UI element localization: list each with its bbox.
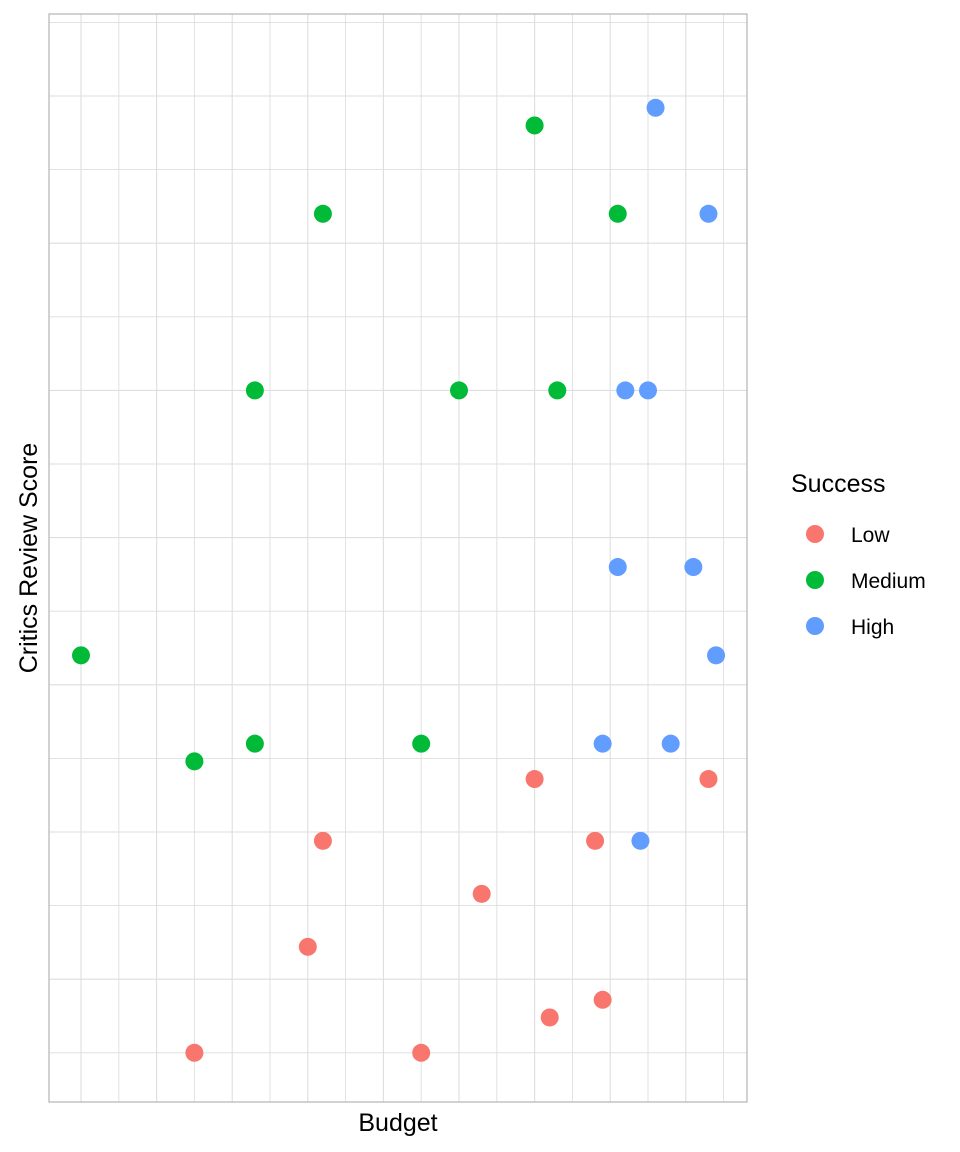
data-point-medium (608, 204, 627, 223)
data-point-medium (525, 116, 544, 135)
legend: Success Low Medium High (791, 470, 926, 639)
data-point-high (699, 204, 718, 223)
data-point-low (185, 1043, 204, 1062)
data-point-medium (245, 734, 264, 753)
data-point-high (639, 381, 657, 400)
legend-key-high (806, 617, 824, 635)
panel-background (49, 14, 747, 1102)
data-point-medium (72, 646, 90, 665)
data-point-high (593, 734, 612, 753)
data-points (72, 98, 726, 1062)
grid-lines (49, 14, 747, 1102)
legend-label-medium: Medium (851, 570, 926, 593)
data-point-high (616, 381, 635, 400)
data-point-medium (245, 381, 264, 400)
data-point-medium (313, 204, 332, 223)
legend-items: Low Medium High (806, 524, 926, 639)
x-axis-title: Budget (358, 1109, 437, 1137)
data-point-high (646, 98, 665, 117)
data-point-low (472, 884, 491, 903)
legend-label-high: High (851, 616, 894, 639)
data-point-medium (450, 381, 468, 400)
data-point-medium (185, 752, 204, 771)
data-point-low (313, 831, 332, 850)
legend-key-medium (806, 571, 824, 589)
data-point-low (586, 831, 605, 850)
data-point-low (525, 770, 544, 789)
panel-border (48, 13, 748, 1103)
data-point-high (707, 646, 726, 665)
plot-area (48, 13, 748, 1103)
data-point-high (661, 734, 680, 753)
legend-title: Success (791, 470, 885, 498)
data-point-high (608, 558, 627, 577)
data-point-medium (548, 381, 567, 400)
legend-key-low (806, 525, 824, 543)
data-point-high (631, 831, 650, 850)
data-point-high (684, 558, 703, 577)
data-point-low (593, 990, 612, 1009)
data-point-medium (412, 734, 431, 753)
data-point-low (699, 770, 718, 789)
legend-label-low: Low (851, 524, 890, 547)
data-point-low (540, 1008, 559, 1027)
data-point-low (412, 1043, 431, 1062)
y-axis-title: Critics Review Score (15, 443, 43, 674)
data-point-low (298, 937, 317, 956)
